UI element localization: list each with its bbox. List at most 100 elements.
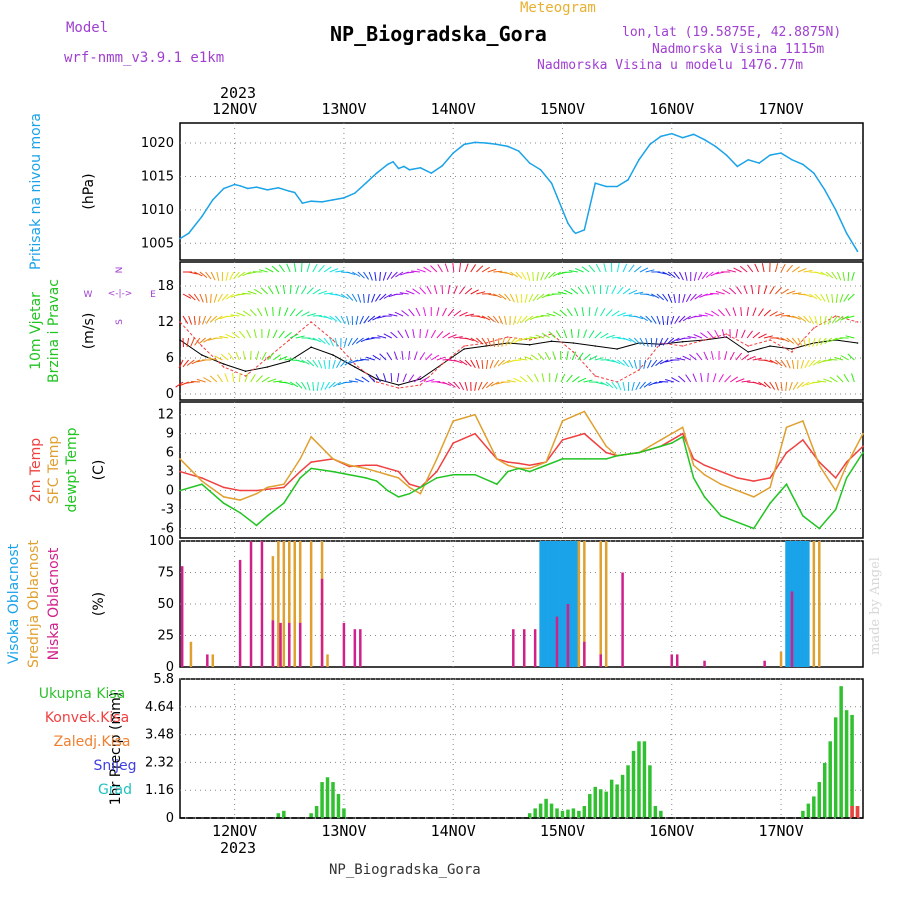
wind-barb xyxy=(835,315,844,323)
wind-barb xyxy=(354,359,364,362)
data-point xyxy=(649,143,651,146)
data-point xyxy=(834,315,837,317)
bar-visoka-oblacnost xyxy=(563,541,566,667)
wind-barb xyxy=(394,293,404,296)
wind-barb xyxy=(628,337,637,344)
data-point xyxy=(310,435,312,438)
bar-niska-oblacnost xyxy=(790,591,794,667)
data-point xyxy=(692,133,695,136)
wind-barb xyxy=(249,309,257,317)
data-point xyxy=(419,486,422,489)
data-point xyxy=(293,191,296,194)
wind-barb xyxy=(255,375,263,383)
wind-barb xyxy=(497,359,505,367)
wind-barb xyxy=(180,381,189,386)
wind-barb xyxy=(205,271,212,280)
wind-barb xyxy=(464,381,468,391)
wind-barb xyxy=(238,330,246,339)
bar-ukupna-kisa xyxy=(801,810,805,818)
bar-niska-oblacnost xyxy=(271,620,275,667)
data-point xyxy=(556,195,558,198)
data-point xyxy=(419,492,422,495)
wind-barb xyxy=(785,381,788,392)
wind-barb xyxy=(694,293,703,300)
data-point xyxy=(725,333,728,335)
wind-barb xyxy=(544,271,551,280)
wind-barb xyxy=(199,271,208,279)
wind-barb xyxy=(301,381,307,390)
data-point xyxy=(845,464,848,467)
wind-barb xyxy=(504,293,511,302)
wind-barb xyxy=(780,314,791,317)
wind-barb xyxy=(622,337,632,342)
data-point xyxy=(496,458,498,460)
wind-barb xyxy=(203,337,212,343)
data-point xyxy=(310,467,312,470)
bar-ukupna-kisa xyxy=(276,813,281,818)
wind-barb xyxy=(763,285,768,295)
wind-barb xyxy=(361,376,370,383)
y-tick-label: 0 xyxy=(166,811,174,826)
data-point xyxy=(736,489,739,492)
wind-barb xyxy=(190,337,195,347)
wind-barb xyxy=(831,271,838,280)
data-point xyxy=(201,354,203,356)
wind-barb xyxy=(284,331,292,339)
wind-barb xyxy=(504,271,514,276)
panel-precipitation: 0 1.16 2.32 3.48 4.64 5.8 1hr Precip (mm) xyxy=(108,672,864,826)
wind-barb xyxy=(685,374,692,383)
wind-barb xyxy=(328,359,331,370)
wind-barb xyxy=(666,337,675,345)
lonlat-label: lon,lat (19.5875E, 42.8875N) xyxy=(622,25,842,40)
wind-barb xyxy=(674,315,680,324)
wind-barb xyxy=(237,271,246,278)
data-point xyxy=(364,477,367,479)
wind-barb xyxy=(763,309,772,317)
data-point xyxy=(452,473,455,476)
data-point xyxy=(179,470,181,473)
wind-barb xyxy=(656,271,666,275)
bar-ukupna-kisa xyxy=(653,806,658,818)
data-point xyxy=(769,502,771,505)
wind-barb xyxy=(293,263,297,273)
wind-barb xyxy=(851,271,855,281)
wind-barb xyxy=(700,373,703,383)
wind-barb xyxy=(286,263,291,273)
bar-ukupna-kisa xyxy=(566,809,570,818)
bar-niska-oblacnost xyxy=(279,622,282,667)
data-point xyxy=(310,346,312,349)
data-point xyxy=(266,515,269,517)
wind-barb xyxy=(323,266,332,273)
data-point xyxy=(583,458,586,460)
wind-barb xyxy=(217,293,223,303)
wind-barb xyxy=(594,357,604,361)
wind-barb xyxy=(552,271,562,277)
wind-barb xyxy=(843,293,850,302)
wind-barb xyxy=(246,329,252,339)
wind-barb xyxy=(306,287,314,295)
bar-ukupna-kisa xyxy=(631,750,636,818)
wind-barb xyxy=(780,359,787,368)
wind-barb xyxy=(236,293,246,296)
wind-barb xyxy=(804,359,810,369)
bar-ukupna-kisa xyxy=(571,808,576,818)
wind-barb xyxy=(267,352,274,361)
wind-barb xyxy=(843,374,850,383)
wind-barb xyxy=(452,262,455,273)
panel-pressure: 1005 1010 1015 1020 Pritisak na nivou mora (h… xyxy=(28,113,864,270)
wind-barb xyxy=(458,263,462,273)
wind-barb xyxy=(442,381,451,386)
wind-barb xyxy=(803,293,813,298)
data-point xyxy=(441,363,444,365)
wind-barb xyxy=(654,337,658,347)
y-tick-label: 0 xyxy=(166,387,174,402)
wind-barb xyxy=(684,271,688,281)
wind-barb xyxy=(710,351,714,361)
bar-visoka-oblacnost xyxy=(807,541,810,667)
wind-barb xyxy=(774,381,779,391)
wind-barb xyxy=(182,315,189,324)
wind-barb xyxy=(594,307,598,317)
data-point xyxy=(375,172,378,174)
data-point xyxy=(299,477,302,479)
data-point xyxy=(528,464,531,467)
